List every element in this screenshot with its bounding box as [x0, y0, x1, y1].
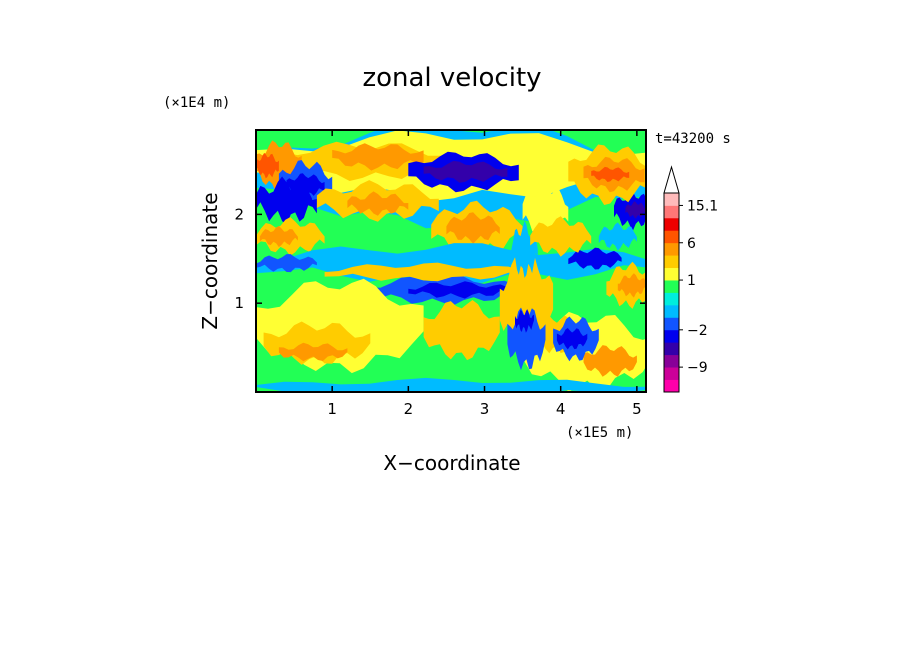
colorbar-swatch	[664, 379, 679, 393]
colorbar: 15.1 6 1 −2 −9	[663, 165, 718, 393]
x-tick-label: 5	[632, 400, 642, 418]
colorbar-extend-arrow	[663, 165, 680, 194]
colorbar-tick-label: −9	[687, 360, 708, 376]
x-axis-title: X−coordinate	[383, 451, 520, 475]
colorbar-swatch	[664, 205, 679, 219]
contour-region	[324, 262, 523, 282]
contour-region	[256, 377, 646, 392]
x-tick-label: 2	[404, 400, 414, 418]
colorbar-swatch	[664, 193, 679, 206]
x-unit-label: (×1E5 m)	[566, 425, 633, 441]
contour-region	[256, 254, 317, 273]
x-tick-label: 3	[480, 400, 490, 418]
contour-region	[617, 273, 646, 298]
contour-region	[446, 212, 500, 244]
contour-region	[530, 216, 592, 257]
contour-region	[423, 160, 508, 183]
velocity-field	[256, 130, 646, 392]
contour-region	[332, 143, 424, 171]
colorbar-swatch	[664, 342, 679, 356]
contour-region	[256, 176, 317, 226]
colorbar-swatch	[664, 255, 679, 269]
y-axis-title: Z−coordinate	[198, 192, 222, 329]
colorbar-swatch	[664, 280, 679, 293]
colorbar-swatch	[664, 304, 679, 318]
colorbar-swatch	[664, 217, 679, 231]
contour-region	[556, 328, 588, 350]
contour-region	[347, 191, 409, 216]
contour-region	[568, 247, 622, 270]
y-tick-label: 2	[234, 205, 244, 223]
colorbar-swatch	[664, 367, 679, 380]
contour-region	[583, 345, 637, 377]
contour-region	[591, 166, 630, 182]
y-axis-ticks: 12	[234, 205, 646, 312]
y-unit-label: (×1E4 m)	[163, 95, 230, 111]
colorbar-tick-label: 15.1	[687, 198, 718, 214]
contour-region	[259, 226, 298, 248]
contour-region	[423, 300, 500, 361]
colorbar-swatch	[664, 354, 679, 368]
contour-region	[598, 222, 637, 251]
contour-region	[408, 281, 508, 299]
x-tick-label: 4	[556, 400, 566, 418]
colorbar-swatch	[664, 317, 679, 331]
chart-title: zonal velocity	[362, 63, 541, 93]
colorbar-swatch	[664, 329, 679, 343]
plot-frame	[255, 129, 647, 393]
y-tick-label: 1	[234, 294, 244, 312]
colorbar-tick-label: 1	[687, 273, 696, 289]
colorbar-swatch	[664, 267, 679, 281]
colorbar-tick-label: 6	[687, 236, 696, 252]
colorbar-swatch	[664, 230, 679, 244]
contour-region	[515, 309, 534, 333]
colorbar-swatch	[664, 292, 679, 306]
x-axis-ticks: 1 2 3 4 5	[327, 130, 642, 418]
contour-region	[256, 152, 279, 179]
contour-region	[278, 342, 348, 362]
time-label: t=43200 s	[655, 131, 731, 147]
colorbar-tick-label: −2	[687, 323, 708, 339]
x-tick-label: 1	[327, 400, 337, 418]
colorbar-swatch	[664, 242, 679, 256]
